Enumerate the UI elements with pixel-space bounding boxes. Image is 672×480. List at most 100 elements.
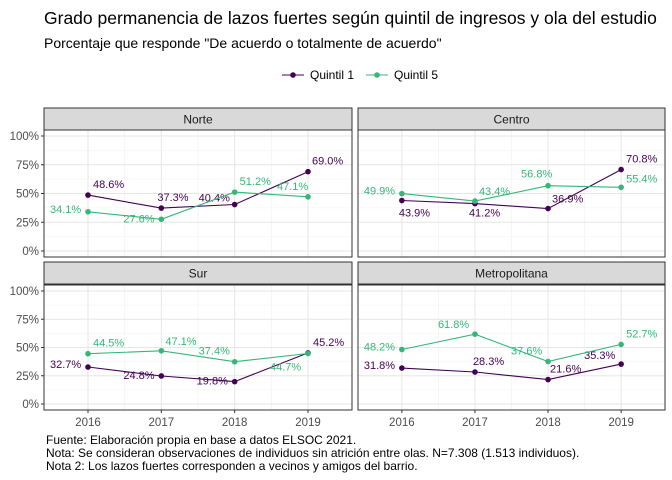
x-tick-label: 2018 bbox=[535, 417, 561, 429]
data-point-quintil-1-2018 bbox=[545, 205, 551, 212]
panel-strip-label-norte: Norte bbox=[183, 113, 213, 127]
x-tick-label: 2016 bbox=[75, 417, 101, 429]
data-label-quintil-5-2019: 44.7% bbox=[270, 361, 301, 373]
data-point-quintil-5-2017 bbox=[472, 331, 478, 337]
y-tick-label: 50% bbox=[16, 343, 39, 355]
legend-label-quintil-1: Quintil 1 bbox=[310, 68, 354, 82]
panel-strip-label-sur: Sur bbox=[189, 267, 208, 281]
legend-item-quintil-1: Quintil 1 bbox=[282, 68, 354, 82]
chart-title: Grado permanencia de lazos fuertes según… bbox=[44, 8, 657, 28]
data-label-quintil-5-2017: 43.4% bbox=[479, 186, 510, 198]
x-tick-label: 2018 bbox=[222, 417, 248, 429]
data-point-quintil-5-2019 bbox=[305, 194, 311, 200]
data-label-quintil-5-2016: 34.1% bbox=[50, 204, 81, 216]
series-line-quintil-5 bbox=[87, 350, 309, 363]
x-tick-label: 2016 bbox=[389, 417, 415, 429]
series-quintil-1-norte: 48.6% 37.3% 40.4% 69.0% bbox=[85, 156, 343, 211]
data-label-quintil-1-2018: 36.9% bbox=[552, 194, 583, 206]
data-label-quintil-5-2017: 61.8% bbox=[438, 319, 469, 331]
data-point-quintil-5-2018 bbox=[231, 358, 238, 365]
panel-strip-sur bbox=[43, 261, 353, 285]
data-point-quintil-5-2016 bbox=[399, 190, 405, 197]
data-label-quintil-1-2017: 41.2% bbox=[469, 208, 500, 220]
data-point-quintil-1-2018 bbox=[231, 201, 238, 208]
x-tick-label: 2017 bbox=[462, 417, 488, 429]
panel-border-centro bbox=[357, 129, 666, 258]
facet-panels: Norte 48.6% 37.3% 40.4% 69.0% 34.1% 27.6% 51.2%… bbox=[10, 107, 666, 429]
data-label-quintil-5-2017: 47.1% bbox=[165, 336, 196, 348]
data-point-quintil-1-2017 bbox=[158, 373, 165, 379]
data-point-quintil-1-2018 bbox=[231, 378, 238, 385]
panel-norte: Norte 48.6% 37.3% 40.4% 69.0% 34.1% 27.6% 51.2%… bbox=[10, 107, 353, 258]
data-point-quintil-5-2016 bbox=[399, 346, 405, 353]
series-quintil-5-sur: 44.5% 47.1%37.4% 44.7% bbox=[85, 336, 311, 373]
data-point-quintil-1-2017 bbox=[158, 205, 165, 211]
data-label-quintil-1-2016: 31.8% bbox=[364, 360, 395, 372]
panel-border-metropolitana bbox=[357, 284, 666, 411]
data-label-quintil-5-2018: 37.6% bbox=[511, 346, 542, 358]
panel-strip-metropolitana bbox=[357, 261, 666, 285]
y-tick-label: 0% bbox=[22, 246, 39, 258]
series-quintil-1-metropolitana: 31.8% 28.3% 21.6%35.3% bbox=[364, 350, 624, 383]
series-line-quintil-1 bbox=[87, 352, 309, 383]
caption-note-2: Nota 2: Los lazos fuertes corresponden a… bbox=[46, 459, 418, 473]
x-tick-label: 2017 bbox=[149, 417, 175, 429]
data-label-quintil-5-2019: 47.1% bbox=[277, 181, 308, 193]
data-label-quintil-5-2016: 48.2% bbox=[364, 342, 395, 354]
data-label-quintil-5-2019: 55.4% bbox=[626, 173, 657, 185]
data-point-quintil-5-2019 bbox=[305, 350, 311, 357]
data-point-quintil-1-2019 bbox=[618, 361, 624, 367]
series-line-quintil-1 bbox=[87, 171, 309, 209]
series-quintil-5-metropolitana: 48.2% 61.8% 37.6% 52.7% bbox=[364, 319, 658, 365]
y-tick-label: 25% bbox=[16, 371, 39, 383]
y-tick-label: 75% bbox=[16, 314, 39, 326]
data-point-quintil-5-2017 bbox=[472, 198, 478, 204]
legend-key-point-quintil-5 bbox=[374, 72, 380, 78]
y-tick-label: 100% bbox=[10, 131, 39, 143]
x-tick-label: 2019 bbox=[608, 417, 634, 429]
data-label-quintil-1-2019: 69.0% bbox=[312, 156, 343, 168]
data-point-quintil-5-2019 bbox=[618, 184, 624, 191]
y-tick-label: 50% bbox=[16, 189, 39, 201]
data-label-quintil-1-2016: 48.6% bbox=[93, 179, 124, 191]
y-tick-label: 25% bbox=[16, 217, 39, 229]
data-point-quintil-5-2017 bbox=[158, 347, 165, 354]
data-label-quintil-1-2019: 45.2% bbox=[313, 337, 344, 349]
series-quintil-1-sur: 32.7% 24.8% 19.8% 45.2% bbox=[50, 337, 344, 388]
data-label-quintil-1-2018: 40.4% bbox=[199, 193, 230, 205]
chart-subtitle: Porcentaje que responde "De acuerdo o to… bbox=[44, 35, 442, 51]
series-line-quintil-1 bbox=[401, 169, 622, 210]
panel-strip-label-metropolitana: Metropolitana bbox=[475, 267, 548, 281]
series-line-quintil-5 bbox=[87, 191, 309, 220]
data-label-quintil-5-2016: 49.9% bbox=[364, 186, 395, 198]
data-label-quintil-5-2017: 27.6% bbox=[123, 213, 154, 225]
caption: Fuente: Elaboración propia en base a dat… bbox=[46, 433, 579, 473]
data-point-quintil-1-2018 bbox=[545, 376, 551, 383]
data-label-quintil-1-2019: 70.8% bbox=[626, 154, 657, 166]
data-label-quintil-5-2016: 44.5% bbox=[93, 338, 124, 350]
panel-strip-label-centro: Centro bbox=[493, 113, 529, 127]
data-point-quintil-5-2019 bbox=[618, 341, 624, 348]
data-label-quintil-5-2018: 37.4% bbox=[199, 346, 230, 358]
data-point-quintil-5-2018 bbox=[545, 182, 551, 189]
series-quintil-5-norte: 34.1% 27.6% 51.2% 47.1% bbox=[50, 176, 311, 225]
panel-centro: Centro 43.9% 41.2% 36.9% 70.8% 49.9% 43.4% 56.8… bbox=[357, 107, 666, 258]
data-label-quintil-1-2017: 37.3% bbox=[157, 192, 188, 204]
data-point-quintil-1-2019 bbox=[618, 166, 624, 173]
data-label-quintil-1-2017: 28.3% bbox=[473, 356, 504, 368]
series-line-quintil-5 bbox=[401, 333, 622, 363]
data-label-quintil-1-2019: 35.3% bbox=[584, 350, 615, 362]
data-point-quintil-1-2019 bbox=[305, 168, 311, 175]
legend-label-quintil-5: Quintil 5 bbox=[394, 68, 438, 82]
data-point-quintil-1-2016 bbox=[85, 364, 91, 370]
data-label-quintil-1-2017: 24.8% bbox=[123, 370, 154, 382]
caption-source: Fuente: Elaboración propia en base a dat… bbox=[46, 433, 356, 447]
data-label-quintil-1-2016: 32.7% bbox=[50, 359, 81, 371]
data-label-quintil-5-2018: 51.2% bbox=[240, 176, 271, 188]
data-point-quintil-5-2016 bbox=[85, 350, 91, 357]
y-tick-label: 75% bbox=[16, 160, 39, 172]
panel-metropolitana: Metropolitana 31.8% 28.3% 21.6%35.3% 48.2% 61… bbox=[357, 261, 666, 429]
data-label-quintil-1-2018: 19.8% bbox=[197, 376, 228, 388]
